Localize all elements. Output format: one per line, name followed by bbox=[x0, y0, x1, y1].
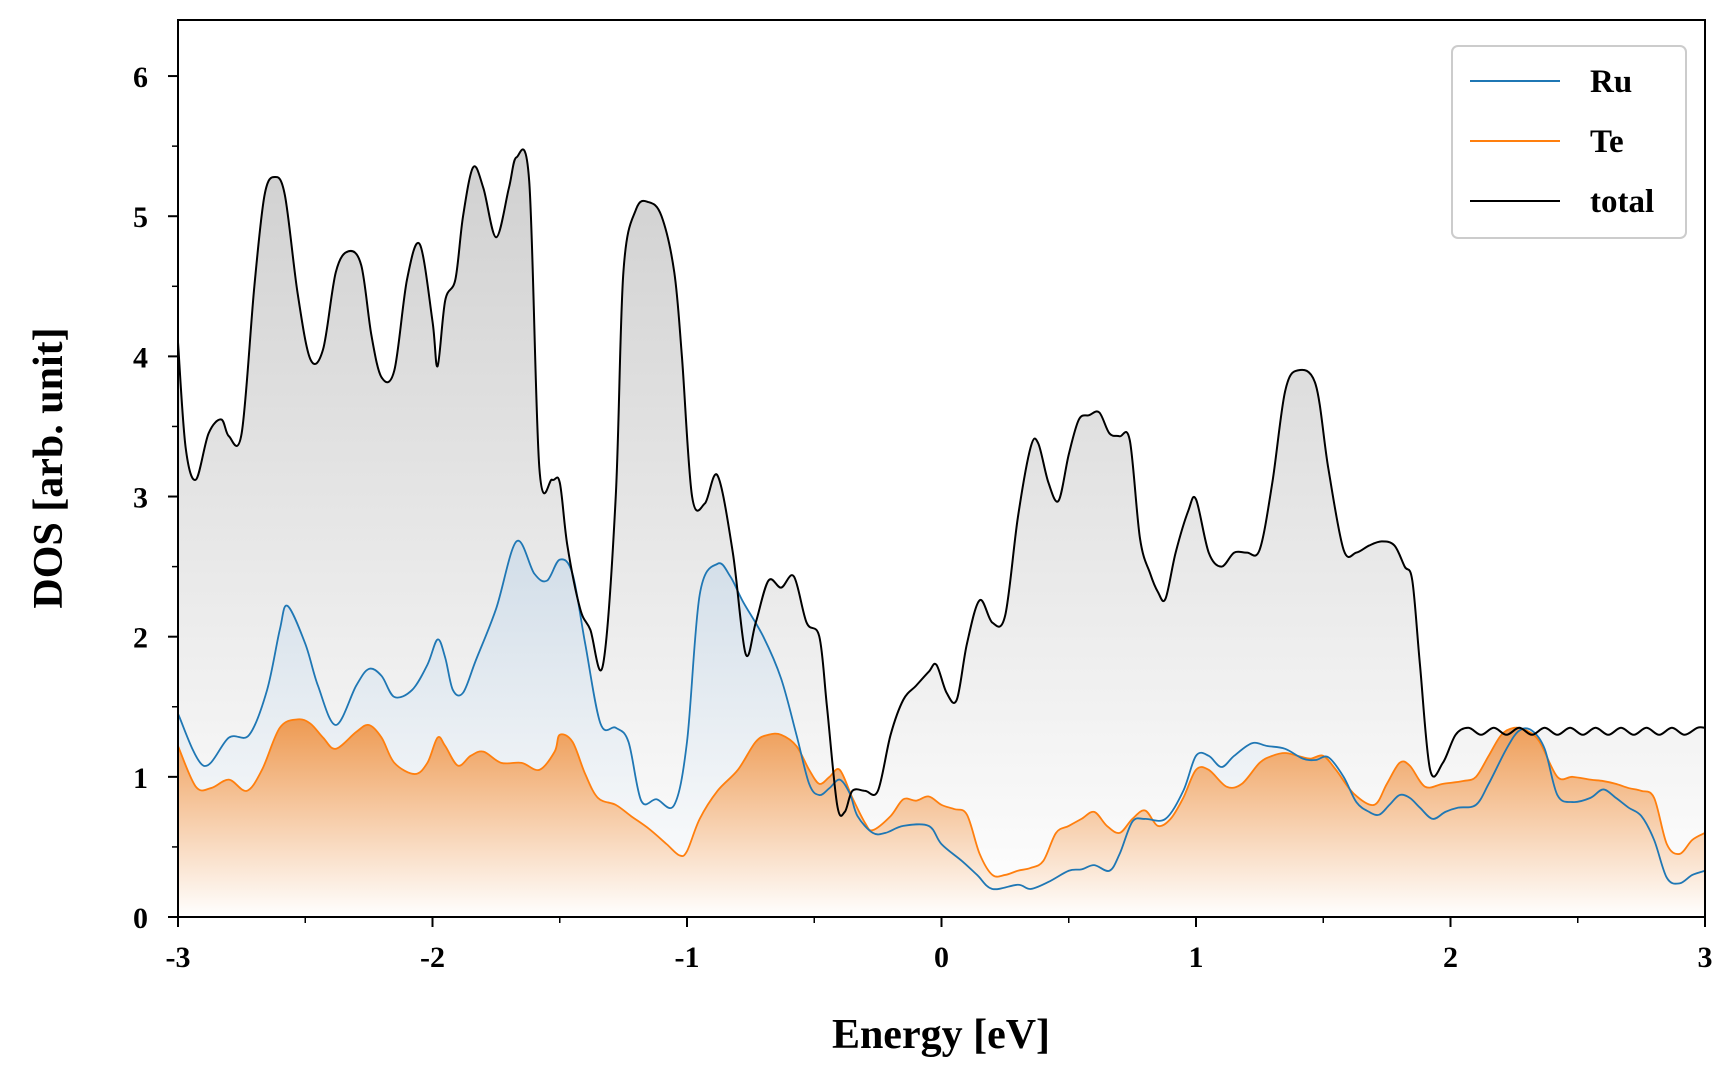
x-tick-label: 0 bbox=[934, 941, 949, 974]
y-tick-label: 5 bbox=[133, 201, 148, 234]
area-fill-te bbox=[178, 719, 1705, 917]
y-tick-label: 1 bbox=[133, 762, 148, 795]
legend-box bbox=[1451, 45, 1687, 239]
series-line-te bbox=[178, 718, 1705, 878]
y-tick-label: 0 bbox=[133, 902, 148, 935]
x-tick-label: -2 bbox=[420, 941, 445, 974]
legend-label-te: Te bbox=[1590, 124, 1624, 160]
x-tick-label: 2 bbox=[1443, 941, 1458, 974]
legend-label-ru: Ru bbox=[1590, 64, 1632, 100]
x-tick-label: 1 bbox=[1189, 941, 1204, 974]
y-axis-label: DOS [arb. unit] bbox=[26, 327, 72, 608]
series-line-total bbox=[178, 148, 1705, 817]
x-tick-label: -1 bbox=[675, 941, 700, 974]
y-tick-label: 3 bbox=[133, 482, 148, 515]
legend-label-total: total bbox=[1590, 184, 1654, 220]
y-tick-label: 4 bbox=[133, 341, 148, 374]
series-line-ru bbox=[178, 539, 1705, 891]
x-tick-label: 3 bbox=[1698, 941, 1713, 974]
legend: Ru Te total bbox=[1451, 45, 1687, 239]
y-tick-label: 2 bbox=[133, 622, 148, 655]
x-axis-label: Energy [eV] bbox=[832, 1012, 1050, 1058]
y-tick-label: 6 bbox=[133, 61, 148, 94]
x-tick-label: -3 bbox=[166, 941, 191, 974]
